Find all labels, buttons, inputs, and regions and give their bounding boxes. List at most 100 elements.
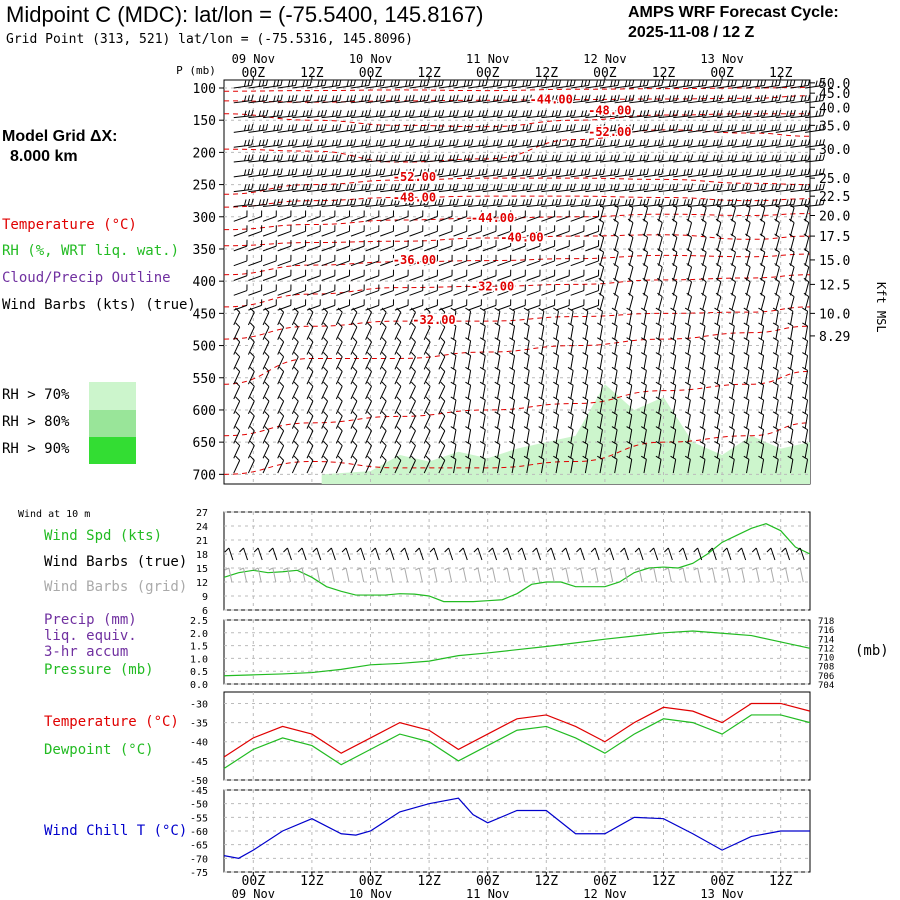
wind-barb-flag [655, 337, 662, 342]
wind-barb-flag [276, 168, 280, 175]
wind-barb-flag [309, 183, 313, 190]
wind-barb-flag [716, 124, 719, 131]
wind-barb-shaft [306, 129, 325, 133]
wind-barb-flag [337, 352, 343, 358]
rh-shaded-area [321, 384, 810, 484]
temp-panel-tick-label: -40 [190, 738, 208, 749]
wind-barb-shaft [789, 207, 795, 222]
wind-barb-shaft [687, 144, 706, 148]
wind-barb-flag [493, 169, 496, 176]
wind-barb-flag [463, 80, 467, 87]
wind-barb-flag [509, 337, 515, 342]
wind-barb-flag [410, 440, 416, 446]
wind-barb-flag [802, 381, 808, 386]
wind-barb [497, 139, 518, 148]
wind-barb-flag [760, 154, 763, 161]
wind-barb [788, 263, 795, 281]
wind-barb-shaft [409, 144, 428, 148]
forecast-cycle-value: 2025-11-08 / 12 Z [628, 24, 755, 41]
wind-barb [699, 455, 706, 474]
wind-barb-shaft [672, 399, 677, 414]
wind-barb-flag [375, 139, 379, 147]
wind-barb-flag [235, 426, 241, 432]
wind-barb [350, 139, 371, 148]
wind-barb [321, 381, 329, 400]
wind-barb-flag [423, 168, 426, 175]
wind-barb-flag [628, 154, 632, 161]
wind-barb [598, 292, 605, 311]
wind-barb [380, 123, 400, 133]
wind-barb-flag [759, 248, 766, 253]
wind-barb-flag [727, 124, 730, 132]
wind-barb-shaft [761, 173, 780, 178]
wind-barb [336, 168, 356, 178]
wind-barb-shaft [233, 430, 241, 444]
wind-barb-flag [426, 123, 430, 131]
wind-barb-flag [440, 366, 446, 372]
wind-barb-flag [599, 80, 602, 87]
wind-barb [494, 381, 501, 400]
wind-barb-flag [494, 396, 501, 401]
wind-barb-shaft [570, 325, 574, 340]
wind-barb-flag [522, 184, 525, 191]
wind-barb-flag [670, 426, 676, 431]
wind-barb-shaft [497, 144, 516, 148]
wind-barb-flag [412, 139, 415, 146]
wind-barb-flag [405, 154, 408, 162]
wind-barb-shaft [555, 311, 559, 326]
wind-barb-shaft [628, 207, 634, 222]
wind-barb-flag [452, 80, 455, 87]
wind-barb [262, 168, 283, 178]
wind-barb-flag [743, 455, 750, 460]
wind-barb-shaft [350, 326, 358, 340]
wind-barb-flag [690, 198, 694, 205]
wind-barb-flag [815, 199, 818, 206]
wind-barb [555, 299, 570, 311]
wind-barb [438, 455, 446, 474]
wind-barb-flag [478, 110, 481, 117]
wind-barb-flag [626, 396, 633, 401]
wind-barb-flag [672, 95, 675, 102]
wind-barb-shaft [511, 414, 516, 429]
wind-barb-flag [787, 396, 794, 401]
wind-barb [467, 254, 482, 267]
wind-barb-shaft [365, 371, 372, 385]
wind-barb-shaft [306, 216, 321, 222]
wind-barb-flag [676, 154, 679, 161]
wind-barb-shaft [512, 115, 531, 119]
wind-barb-flag [494, 337, 501, 342]
wind-barb [336, 123, 356, 133]
wind-barb [350, 123, 371, 133]
wind-barb-shaft [496, 311, 501, 326]
wind-barb-shaft [262, 445, 270, 459]
wind-barb-flag [772, 440, 779, 445]
wind-barb-shaft [628, 237, 634, 252]
wind-barb [802, 366, 809, 385]
wind-barb-shaft [292, 260, 306, 267]
wind-barb [262, 381, 270, 400]
wind-barb [629, 94, 650, 104]
wind-barb-flag [683, 124, 686, 132]
wind-barb-grid [488, 567, 497, 583]
wind-barb-flag [668, 184, 672, 191]
wind-barb-shaft [292, 159, 311, 163]
wind-barb-flag [744, 263, 751, 268]
wind-barb [509, 426, 516, 444]
wind-barb-flag [335, 95, 338, 102]
wind-barb-shaft [365, 144, 384, 148]
wind-barb-flag [728, 352, 735, 357]
wind-barb-flag [584, 110, 588, 117]
wind-barb-shaft [482, 84, 501, 89]
wind-barb-shaft [628, 252, 634, 266]
wind-barb [438, 352, 446, 370]
wind-barb-flag [478, 169, 481, 176]
wind-barb [686, 233, 693, 252]
wind-barb-shaft [379, 445, 387, 459]
wind-barb-shaft [599, 237, 605, 252]
wind-barb-flag [317, 184, 320, 191]
wind-barb [642, 292, 649, 311]
wind-barb-flag [308, 426, 314, 432]
wind-barb-flag [771, 154, 774, 162]
wind-barb-shaft [496, 385, 501, 400]
wind-barb-shaft [394, 371, 402, 385]
